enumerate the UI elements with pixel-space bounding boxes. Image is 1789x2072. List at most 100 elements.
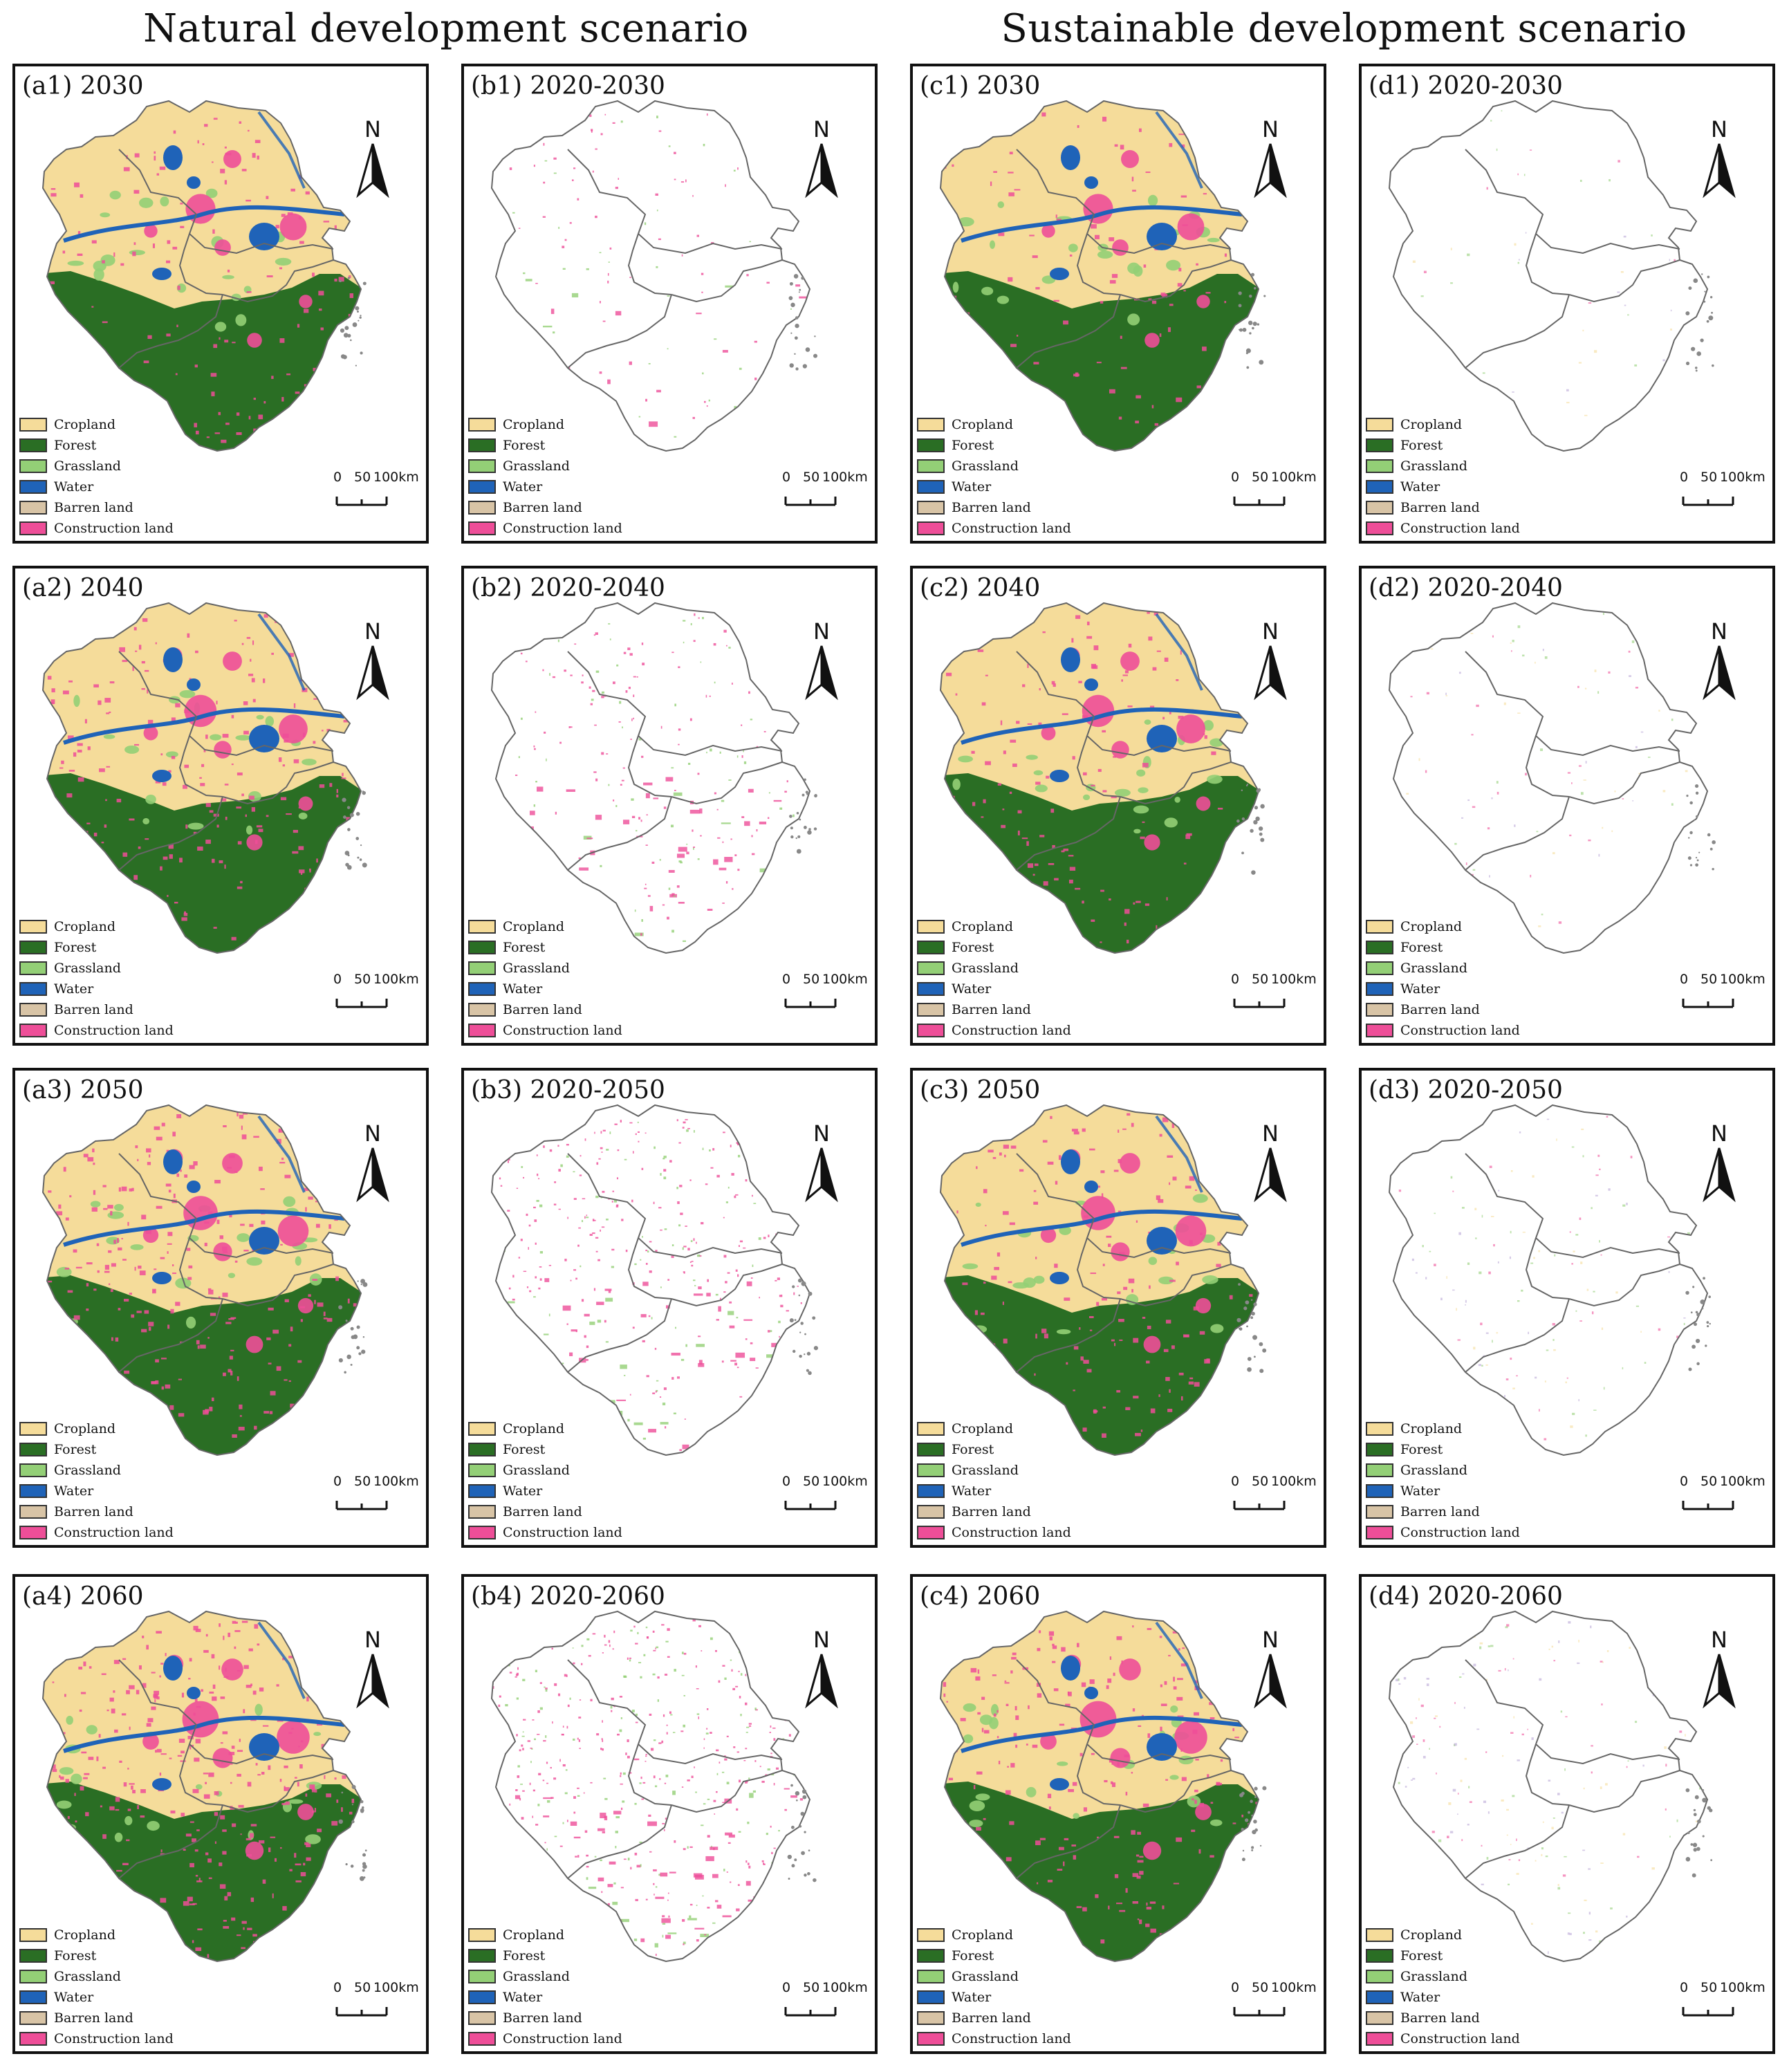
north-label: N — [813, 1122, 830, 1147]
panel-label: (c4) 2060 — [920, 1582, 1041, 1611]
scale-mid: 50 — [354, 972, 371, 987]
scale-zero: 0 — [1680, 1474, 1689, 1489]
land-use-map — [41, 1610, 367, 1963]
scale-bar-line — [1682, 497, 1734, 506]
legend-item: Barren land — [468, 1502, 648, 1523]
north-label: N — [1262, 1122, 1279, 1147]
map-panel-b4: (b4) 2020-2060 N Cropland Forest Grassland Wa… — [461, 1574, 878, 2054]
legend-label: Grassland — [1400, 1463, 1467, 1478]
legend-swatch — [468, 1024, 496, 1037]
scale-bar: 0 50 100km — [782, 469, 869, 510]
north-label: N — [364, 1122, 381, 1147]
legend-label: Cropland — [952, 919, 1014, 934]
legend-label: Water — [1400, 479, 1440, 494]
legend: Cropland Forest Grassland Water Barren land C… — [468, 1925, 648, 2050]
legend-item: Grassland — [917, 1967, 1097, 1988]
legend-label: Forest — [1400, 1442, 1443, 1457]
legend-item: Cropland — [468, 1419, 648, 1440]
legend-item: Forest — [468, 1946, 648, 1967]
legend-swatch — [19, 1526, 47, 1539]
scale-bar-line — [1682, 1501, 1734, 1510]
legend-item: Grassland — [468, 959, 648, 979]
legend-swatch — [1366, 418, 1393, 432]
legend-item: Barren land — [917, 1000, 1097, 1021]
legend-label: Grassland — [503, 1463, 570, 1478]
legend-label: Forest — [952, 438, 994, 453]
legend-swatch — [468, 1970, 496, 1983]
legend-swatch — [468, 2032, 496, 2046]
panel-label: (c1) 2030 — [920, 72, 1041, 100]
legend: Cropland Forest Grassland Water Barren land C… — [917, 415, 1097, 539]
legend-item: Grassland — [19, 1461, 199, 1481]
scale-mid: 50 — [354, 1980, 371, 1995]
legend-item: Forest — [19, 1946, 199, 1967]
legend-item: Construction land — [468, 2029, 648, 2050]
legend-swatch — [19, 1505, 47, 1519]
legend-item: Water — [468, 979, 648, 1000]
legend-swatch — [19, 418, 47, 432]
legend-item: Construction land — [19, 2029, 199, 2050]
legend-swatch — [19, 920, 47, 934]
legend-label: Construction land — [952, 1023, 1071, 1038]
legend: Cropland Forest Grassland Water Barren land C… — [1366, 917, 1546, 1042]
panel-label: (c3) 2050 — [920, 1076, 1041, 1104]
scale-mid: 50 — [1252, 1980, 1269, 1995]
legend-item: Forest — [917, 1440, 1097, 1461]
scale-zero: 0 — [1680, 1980, 1689, 1995]
scale-end: 100km — [373, 1980, 419, 1995]
legend-item: Cropland — [468, 415, 648, 436]
north-arrow-icon: N — [797, 116, 846, 201]
panel-label: (d4) 2020-2060 — [1369, 1582, 1563, 1611]
map-panel-c3: (c3) 2050 N Cropland Forest Grassland Water Ba… — [910, 1068, 1326, 1548]
legend-label: Barren land — [952, 1504, 1031, 1519]
scale-bar-line — [335, 999, 388, 1008]
legend-item: Cropland — [917, 917, 1097, 938]
legend-swatch — [917, 1003, 945, 1017]
legend-item: Cropland — [1366, 415, 1546, 436]
legend-item: Construction land — [468, 519, 648, 539]
panel-label: (b4) 2020-2060 — [471, 1582, 665, 1611]
legend-label: Forest — [503, 1442, 546, 1457]
legend-swatch — [19, 1003, 47, 1017]
north-arrow-icon: N — [1695, 618, 1743, 703]
land-use-map — [41, 1104, 368, 1456]
legend-label: Barren land — [503, 1002, 582, 1017]
legend-swatch — [917, 1443, 945, 1456]
north-label: N — [813, 118, 830, 142]
panel-label: (b3) 2020-2050 — [471, 1076, 665, 1104]
legend-item: Construction land — [917, 2029, 1097, 2050]
legend-label: Cropland — [503, 919, 565, 934]
legend-item: Barren land — [1366, 1502, 1546, 1523]
north-label: N — [1711, 1122, 1727, 1147]
land-use-map — [939, 602, 1265, 954]
north-label: N — [1262, 620, 1279, 645]
scale-end: 100km — [1720, 1474, 1765, 1489]
scale-bar-line — [1682, 2007, 1734, 2017]
legend-item: Barren land — [1366, 2008, 1546, 2029]
legend-item: Construction land — [1366, 519, 1546, 539]
legend-swatch — [468, 1463, 496, 1477]
map-panel-b2: (b2) 2020-2040 N Cropland Forest Grassland Wa… — [461, 566, 878, 1046]
legend-label: Cropland — [503, 417, 565, 432]
legend-swatch — [19, 1024, 47, 1037]
legend-swatch — [917, 1970, 945, 1983]
legend-swatch — [917, 1422, 945, 1436]
scale-mid: 50 — [1252, 972, 1269, 987]
scale-bar: 0 50 100km — [782, 1473, 869, 1515]
scale-bar-line — [335, 1501, 388, 1510]
panel-label: (a3) 2050 — [22, 1076, 144, 1104]
legend-swatch — [1366, 1443, 1393, 1456]
legend-label: Forest — [503, 1948, 546, 1963]
scale-end: 100km — [1271, 1980, 1317, 1995]
legend-item: Barren land — [468, 498, 648, 519]
panel-label: (a2) 2040 — [22, 574, 144, 602]
legend-label: Forest — [503, 940, 546, 955]
legend-swatch — [19, 438, 47, 452]
legend-swatch — [1366, 1970, 1393, 1983]
legend-item: Construction land — [1366, 1021, 1546, 1042]
legend: Cropland Forest Grassland Water Barren land C… — [19, 917, 199, 1042]
legend-label: Cropland — [503, 1927, 565, 1943]
legend-swatch — [917, 961, 945, 975]
legend: Cropland Forest Grassland Water Barren land C… — [917, 1925, 1097, 2050]
scale-zero: 0 — [333, 470, 342, 485]
